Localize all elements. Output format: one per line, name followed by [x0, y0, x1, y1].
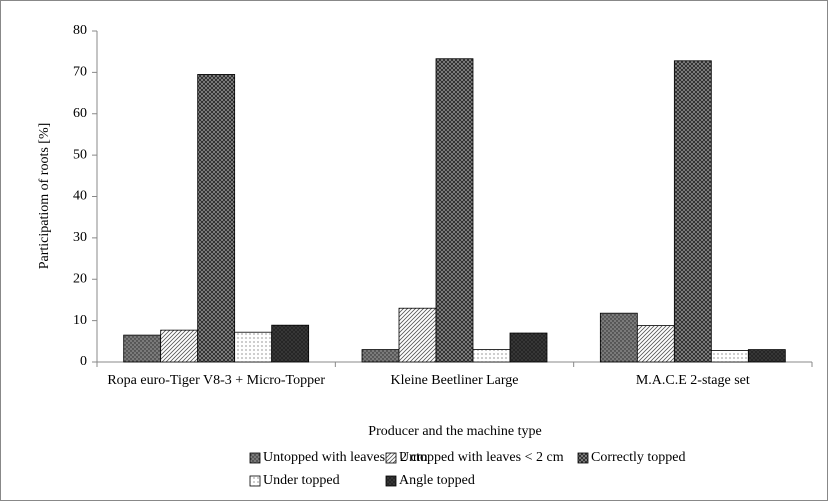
bar: [472, 349, 511, 363]
bar: [123, 334, 162, 363]
bar: [361, 349, 400, 363]
legend-label: Correctly topped: [591, 450, 685, 465]
bar: [271, 324, 310, 363]
bar: [636, 325, 675, 363]
x-tick-label: M.A.C.E 2-stage set: [635, 373, 750, 388]
y-tick-label: 0: [80, 354, 87, 369]
bar: [710, 350, 749, 363]
bar: [435, 58, 474, 363]
bar: [160, 329, 199, 363]
legend-label: Untopped with leaves < 2 cm: [399, 450, 564, 465]
y-tick-label: 40: [73, 189, 87, 204]
y-axis-label: Participatiom of roots [%]: [37, 123, 52, 270]
y-tick-label: 50: [73, 147, 87, 162]
x-tick-label: Ropa euro-Tiger V8-3 + Micro-Topper: [107, 373, 325, 388]
y-tick-label: 60: [73, 106, 87, 121]
legend-swatch: [249, 452, 261, 464]
legend-label: Angle topped: [399, 473, 475, 488]
x-axis-label: Producer and the machine type: [368, 424, 541, 439]
bar: [599, 312, 638, 363]
legend-swatch: [249, 475, 261, 487]
bar: [747, 349, 786, 363]
y-tick-label: 80: [73, 23, 87, 38]
y-tick-label: 10: [73, 313, 87, 328]
legend-swatch: [577, 452, 589, 464]
bar: [509, 332, 548, 363]
y-tick-label: 30: [73, 230, 87, 245]
bar: [398, 307, 437, 363]
bar: [673, 60, 712, 363]
x-tick-label: Kleine Beetliner Large: [390, 373, 519, 388]
legend-label: Under topped: [263, 473, 340, 488]
bar: [234, 331, 273, 363]
legend-swatch: [385, 452, 397, 464]
y-tick-label: 20: [73, 271, 87, 286]
bar: [197, 74, 236, 363]
legend-swatch: [385, 475, 397, 487]
y-tick-label: 70: [73, 65, 87, 80]
